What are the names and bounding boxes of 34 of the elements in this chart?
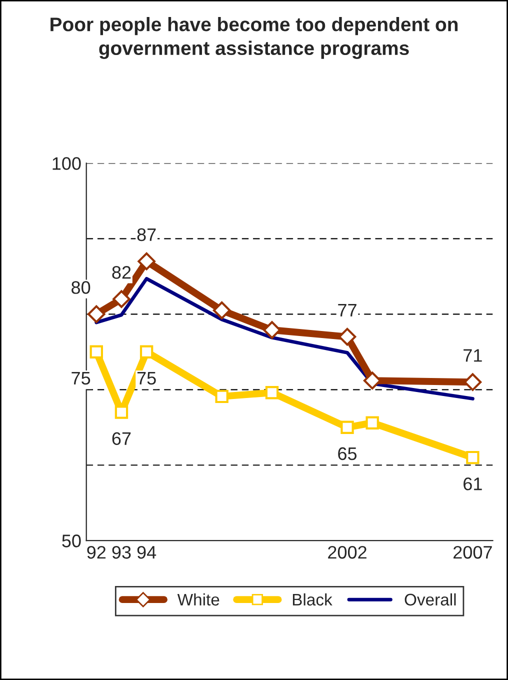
point (340, 420, 354, 434)
x-tick-label: 2007 (454, 546, 492, 559)
point (114, 406, 128, 419)
point (87, 305, 106, 324)
data-label: 77 (338, 304, 356, 316)
point (263, 321, 281, 339)
legend-label: White (177, 593, 220, 606)
data-label: 67 (112, 432, 131, 445)
x-tick-label: 2002 (328, 546, 366, 559)
legend-label: Overall (404, 593, 456, 606)
legend-label: Black (292, 593, 332, 606)
point (366, 416, 379, 430)
data-label: 61 (464, 477, 482, 490)
point (212, 301, 231, 320)
data-label: 87 (137, 228, 156, 242)
point (138, 252, 156, 270)
data-label: 75 (137, 372, 156, 385)
point (90, 345, 103, 358)
y-tick-label: 100 (52, 157, 81, 170)
point (215, 390, 228, 404)
x-tick-label: 94 (137, 546, 156, 559)
y-tick-label: 50 (62, 534, 81, 548)
data-label: 75 (72, 372, 90, 385)
point (265, 386, 279, 400)
point (112, 290, 130, 308)
data-label: 82 (112, 266, 131, 279)
point (140, 345, 154, 358)
data-label: 80 (72, 281, 90, 294)
x-tick-label: 93 (112, 546, 131, 559)
data-label: 71 (464, 349, 482, 362)
chart-title: Poor people have become too dependent on government assistance programs (50, 17, 458, 59)
point (466, 450, 480, 464)
data-label: 65 (338, 447, 357, 460)
x-tick-label: 92 (87, 546, 106, 559)
